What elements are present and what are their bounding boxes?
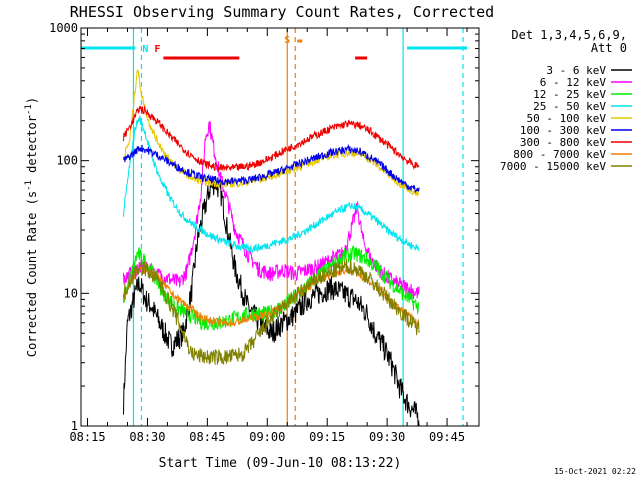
series-line: [123, 105, 420, 173]
x-axis-ticks: 08:15 08:30 08:45 09:00 09:15 09:30 09:45: [69, 28, 468, 444]
y-tick-label: 100: [56, 154, 78, 168]
x-tick-label: 09:00: [249, 430, 285, 444]
annotation-F: F: [154, 44, 160, 55]
series-line: [123, 245, 420, 331]
legend-label: 12 - 25 keV: [533, 88, 606, 101]
series-line: [123, 114, 420, 254]
series-line: [123, 258, 420, 366]
series-line: [123, 143, 420, 194]
x-tick-label: 09:30: [369, 430, 405, 444]
series-line: [123, 266, 420, 328]
x-tick-label: 08:30: [129, 430, 165, 444]
series-line: [123, 176, 420, 427]
vertical-markers: [132, 28, 464, 426]
chart-title: RHESSI Observing Summary Count Rates, Co…: [70, 3, 494, 21]
status-bars: [81, 39, 468, 60]
x-tick-label: 09:15: [309, 430, 345, 444]
x-tick-label: 08:45: [189, 430, 225, 444]
y-tick-label: 10: [64, 286, 78, 300]
annotation-N: N: [142, 44, 148, 55]
x-tick-label: 09:45: [429, 430, 465, 444]
plot-frame: [80, 27, 480, 427]
legend-label: 7000 - 15000 keV: [500, 160, 606, 173]
x-axis-label: Start Time (09-Jun-10 08:13:22): [159, 456, 402, 471]
legend-label: 6 - 12 keV: [540, 76, 607, 89]
series-lines: [123, 69, 420, 427]
y-tick-label: 1: [71, 419, 78, 433]
legend-header-line-2: Att 0: [591, 41, 627, 55]
legend-label: 300 - 800 keV: [520, 136, 606, 149]
legend-header-line-1: Det 1,3,4,5,6,9,: [511, 28, 627, 42]
series-line: [123, 121, 420, 300]
y-tick-label: 1000: [49, 21, 78, 35]
legend-label: 100 - 300 keV: [520, 124, 606, 137]
y-axis-label: Corrected Count Rate (s-1 detector-1): [24, 97, 39, 357]
annotations: N F S: [142, 35, 290, 55]
legend-label: 25 - 50 keV: [533, 100, 606, 113]
y-axis-ticks: 1 10 100 1000: [49, 21, 479, 433]
legend-label: 3 - 6 keV: [546, 64, 606, 77]
timestamp: 15-Oct-2021 02:22: [554, 467, 636, 476]
annotation-S: S: [284, 35, 290, 46]
legend-label: 50 - 100 keV: [527, 112, 607, 125]
legend-label: 800 - 7000 keV: [513, 148, 606, 161]
x-tick-label: 08:15: [69, 430, 105, 444]
